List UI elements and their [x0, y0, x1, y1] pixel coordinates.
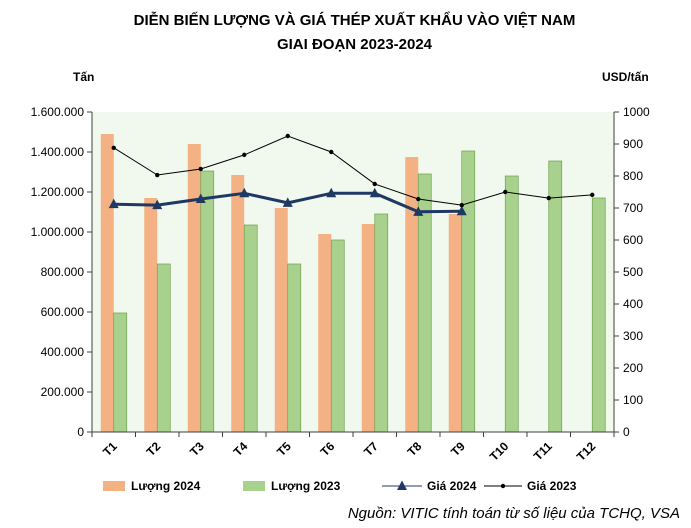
x-tick-label: T5 [274, 439, 294, 459]
y-right-tick-label: 500 [623, 265, 643, 279]
legend-line-gia-2023 [484, 483, 522, 489]
y-left-tick-label: 1.600.000 [31, 105, 85, 119]
chart-title: DIỄN BIẾN LƯỢNG VÀ GIÁ THÉP XUẤT KHẨU VÀ… [0, 9, 691, 57]
x-tick-label: T8 [405, 439, 425, 459]
y-right-tick-label: 100 [623, 393, 643, 407]
chart-title-line-1: DIỄN BIẾN LƯỢNG VÀ GIÁ THÉP XUẤT KHẨU VÀ… [133, 12, 576, 29]
marker-gia-2024-t8 [413, 206, 424, 216]
marker-gia-2024-t5 [282, 197, 293, 207]
marker-gia-2023-t1 [111, 145, 116, 151]
marker-gia-2024-t7 [369, 187, 380, 198]
bar-luong-2023-t4 [243, 224, 258, 433]
y-left-tick-label: 1.400.000 [31, 145, 85, 159]
marker-gia-2023-t7 [372, 181, 377, 187]
bar-luong-2024-t4 [231, 175, 245, 432]
bar-luong-2024-t6 [318, 234, 332, 432]
x-tick-label: T10 [487, 439, 512, 464]
bar-luong-2024-t1 [100, 134, 114, 432]
marker-gia-2023-t9 [459, 202, 464, 208]
marker-gia-2023-t5 [285, 133, 290, 139]
bar-luong-2023-t9 [461, 150, 476, 433]
x-tick-label: T2 [144, 439, 164, 459]
chart-title-line-2: GIAI ĐOẠN 2023-2024 [276, 36, 433, 53]
bar-luong-2024-t3 [187, 144, 201, 432]
y-right-tick-label: 600 [623, 233, 643, 247]
x-tick-label: T1 [100, 439, 120, 459]
legend-line-gia-2024 [382, 480, 422, 490]
x-tick-label: T9 [448, 439, 468, 459]
y-left-tick-label: 1.000.000 [31, 225, 85, 239]
y-left-tick-label: 600.000 [41, 305, 85, 319]
marker-gia-2023-t12 [590, 192, 595, 198]
legend-dot-marker [500, 483, 506, 489]
marker-gia-2023-t10 [503, 189, 508, 195]
plot-area [92, 112, 614, 432]
y-right-tick-label: 1000 [623, 105, 650, 119]
x-tick-label: T7 [361, 439, 381, 459]
y-left-tick-label: 200.000 [41, 385, 85, 399]
x-tick-label: T11 [531, 439, 555, 463]
bar-luong-2024-t8 [405, 157, 419, 432]
y-right-tick-label: 400 [623, 297, 643, 311]
bar-luong-2023-t6 [330, 239, 345, 433]
legend-item-gia-2024: Giá 2024 [382, 478, 476, 494]
bar-luong-2023-t7 [374, 213, 389, 433]
y-right-tick-label: 0 [623, 425, 630, 439]
marker-gia-2024-t3 [195, 193, 206, 204]
y-left-tick-label: 1.200.000 [31, 185, 85, 199]
legend-label-luong-2024: Lượng 2024 [131, 479, 201, 493]
marker-gia-2024-t9 [456, 205, 467, 216]
y-right-tick-label: 900 [623, 137, 643, 151]
x-tick-label: T6 [318, 439, 338, 459]
y-left-tick-label: 0 [77, 425, 84, 439]
y-left-tick-label: 400.000 [41, 345, 85, 359]
bar-luong-2023-t12 [591, 197, 606, 433]
marker-gia-2023-t6 [329, 149, 334, 155]
marker-gia-2023-t11 [546, 195, 551, 201]
x-tick-label: T12 [574, 439, 599, 464]
marker-gia-2023-t4 [242, 152, 247, 158]
legend-item-gia-2023: Giá 2023 [484, 478, 576, 494]
marker-gia-2023-t8 [416, 196, 421, 202]
legend-label-gia-2024: Giá 2024 [427, 479, 477, 493]
y-right-tick-label: 200 [623, 361, 643, 375]
legend-label-luong-2023: Lượng 2023 [271, 479, 341, 493]
y-right-axis-unit: USD/tấn [602, 70, 649, 84]
legend-swatch-luong-2024 [103, 481, 125, 491]
y-left-tick-label: 800.000 [41, 265, 85, 279]
bar-luong-2023-t2 [156, 263, 171, 433]
bar-luong-2023-t3 [200, 170, 215, 433]
x-tick-label: T3 [187, 439, 207, 459]
y-right-tick-label: 700 [623, 201, 643, 215]
marker-gia-2024-t1 [108, 198, 119, 209]
source-note: Nguồn: VITIC tính toán từ số liệu của TC… [347, 505, 680, 522]
legend-label-gia-2023: Giá 2023 [527, 479, 577, 493]
legend-swatch-luong-2023 [243, 481, 265, 491]
legend-triangle-marker [397, 480, 407, 490]
bar-luong-2024-t5 [274, 208, 288, 432]
y-right-tick-label: 800 [623, 169, 643, 183]
bar-luong-2024-t2 [144, 198, 158, 432]
y-left-axis-unit: Tấn [73, 70, 95, 84]
line-gia-2023 [113, 135, 593, 206]
legend-item-luong-2024: Lượng 2024 [103, 478, 200, 494]
y-right-tick-label: 300 [623, 329, 643, 343]
bar-luong-2023-t1 [113, 312, 128, 433]
marker-gia-2023-t2 [155, 172, 160, 178]
bar-luong-2023-t10 [504, 175, 519, 433]
marker-gia-2024-t2 [152, 199, 163, 210]
marker-gia-2023-t3 [198, 166, 203, 172]
bar-luong-2024-t9 [448, 214, 462, 432]
bar-luong-2023-t11 [548, 160, 563, 433]
legend-item-luong-2023: Lượng 2023 [243, 478, 340, 494]
bar-luong-2024-t7 [361, 224, 375, 432]
marker-gia-2024-t6 [326, 187, 337, 198]
marker-gia-2024-t4 [239, 187, 250, 198]
x-tick-label: T4 [231, 439, 251, 459]
bar-luong-2023-t5 [287, 263, 302, 433]
